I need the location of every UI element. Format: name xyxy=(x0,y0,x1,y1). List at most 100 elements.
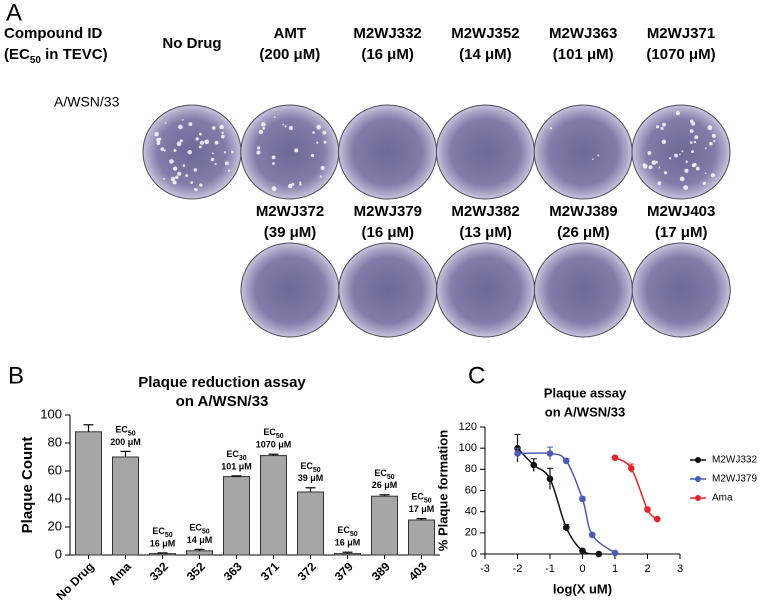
plaque xyxy=(284,125,287,128)
plaque xyxy=(591,158,594,161)
data-point xyxy=(611,549,619,557)
plate-ec50: (16 μM) xyxy=(361,46,414,63)
x-tick-label: -1 xyxy=(545,563,555,575)
plaque xyxy=(199,183,203,187)
plaque xyxy=(210,157,215,162)
plate-name: M2WJ371 xyxy=(647,25,715,42)
plate-ec50: (200 μM) xyxy=(259,46,320,63)
chart-title: Plaque reduction assay xyxy=(138,374,306,391)
plaque xyxy=(190,181,194,184)
legend-marker xyxy=(695,495,701,501)
x-tick-label: 3 xyxy=(677,563,683,575)
plaque xyxy=(175,175,179,180)
text-part: EC xyxy=(152,526,165,536)
plate xyxy=(142,104,242,200)
plaque xyxy=(322,130,327,135)
plaque xyxy=(224,161,229,166)
subscript: 50 xyxy=(276,434,284,441)
text-part: EC xyxy=(189,523,202,533)
plaque xyxy=(193,188,197,191)
annotation: EC50 xyxy=(337,526,357,539)
plaque xyxy=(689,141,693,144)
data-point xyxy=(595,550,603,558)
subscript: 50 xyxy=(202,529,210,536)
plate-ec50: (1070 μM) xyxy=(646,46,715,63)
plaque xyxy=(163,177,166,180)
plate-ec50: (26 μM) xyxy=(557,224,610,241)
plaque xyxy=(178,124,183,130)
x-tick-label: 371 xyxy=(258,559,282,583)
plaque xyxy=(262,127,266,130)
plaque xyxy=(661,139,667,145)
plaque xyxy=(199,132,202,136)
x-tick-label: 389 xyxy=(369,559,393,583)
subscript: 30 xyxy=(239,455,247,462)
plate xyxy=(436,242,536,338)
y-tick-label: 100 xyxy=(40,406,62,421)
plaque xyxy=(312,131,315,134)
text-part: EC xyxy=(115,425,128,435)
x-tick-label: 403 xyxy=(406,559,430,583)
plate xyxy=(435,104,535,200)
annotation: EC50 xyxy=(189,523,209,536)
legend-marker xyxy=(695,476,701,482)
plaque xyxy=(273,116,276,118)
plaque xyxy=(662,122,666,127)
plaque xyxy=(691,150,694,154)
plate-ec50: (16 μM) xyxy=(362,224,415,241)
y-tick-label: 20 xyxy=(465,527,477,539)
data-point xyxy=(530,461,538,469)
plaque xyxy=(681,150,684,153)
plaque xyxy=(651,160,657,165)
plaque xyxy=(177,171,182,176)
annotation: EC50 xyxy=(300,461,320,474)
plate-name: M2WJ352 xyxy=(451,25,519,42)
plaque xyxy=(316,124,322,130)
annotation: EC50 xyxy=(411,492,431,505)
subscript: 50 xyxy=(30,55,42,66)
bar xyxy=(408,519,435,556)
plaque xyxy=(663,171,668,175)
plaque xyxy=(310,153,315,158)
y-tick-label: 100 xyxy=(459,442,477,454)
plaque xyxy=(231,150,234,154)
panel-label: C xyxy=(468,362,485,389)
plaque xyxy=(323,140,327,144)
chart-title: Plaque assay xyxy=(544,385,627,400)
plaque xyxy=(214,162,217,165)
plate-name: M2WJ363 xyxy=(549,25,617,42)
y-tick-label: 60 xyxy=(48,462,62,477)
plaque xyxy=(176,141,182,147)
y-tick-label: 0 xyxy=(471,548,477,560)
plaque xyxy=(282,123,285,126)
plaque xyxy=(172,166,178,171)
x-tick-label: 1 xyxy=(612,563,618,575)
plaque xyxy=(195,137,199,141)
annotation: 16 μM xyxy=(150,538,176,548)
bar xyxy=(260,455,287,556)
text-part: EC xyxy=(374,468,387,478)
panel-label: B xyxy=(8,362,24,389)
plate xyxy=(533,104,633,200)
x-tick-label: 379 xyxy=(332,559,356,583)
text-part: EC xyxy=(300,461,313,471)
subscript: 50 xyxy=(387,474,395,481)
data-point xyxy=(562,457,570,465)
plaque xyxy=(675,111,680,116)
plaque xyxy=(187,149,192,155)
y-axis-label: Plaque Count xyxy=(19,437,36,534)
bar xyxy=(149,553,176,556)
plaque xyxy=(689,129,694,134)
plaque xyxy=(212,126,216,130)
plaque xyxy=(668,157,672,160)
plaque xyxy=(684,168,689,173)
annotation: 39 μM xyxy=(298,473,324,483)
annotation: EC50 xyxy=(374,468,394,481)
plaque xyxy=(223,151,227,154)
plate-name: AMT xyxy=(274,25,307,42)
y-tick-label: 40 xyxy=(48,490,62,505)
plaque xyxy=(683,185,689,190)
subscript: 50 xyxy=(424,498,432,505)
plaque xyxy=(287,183,293,189)
